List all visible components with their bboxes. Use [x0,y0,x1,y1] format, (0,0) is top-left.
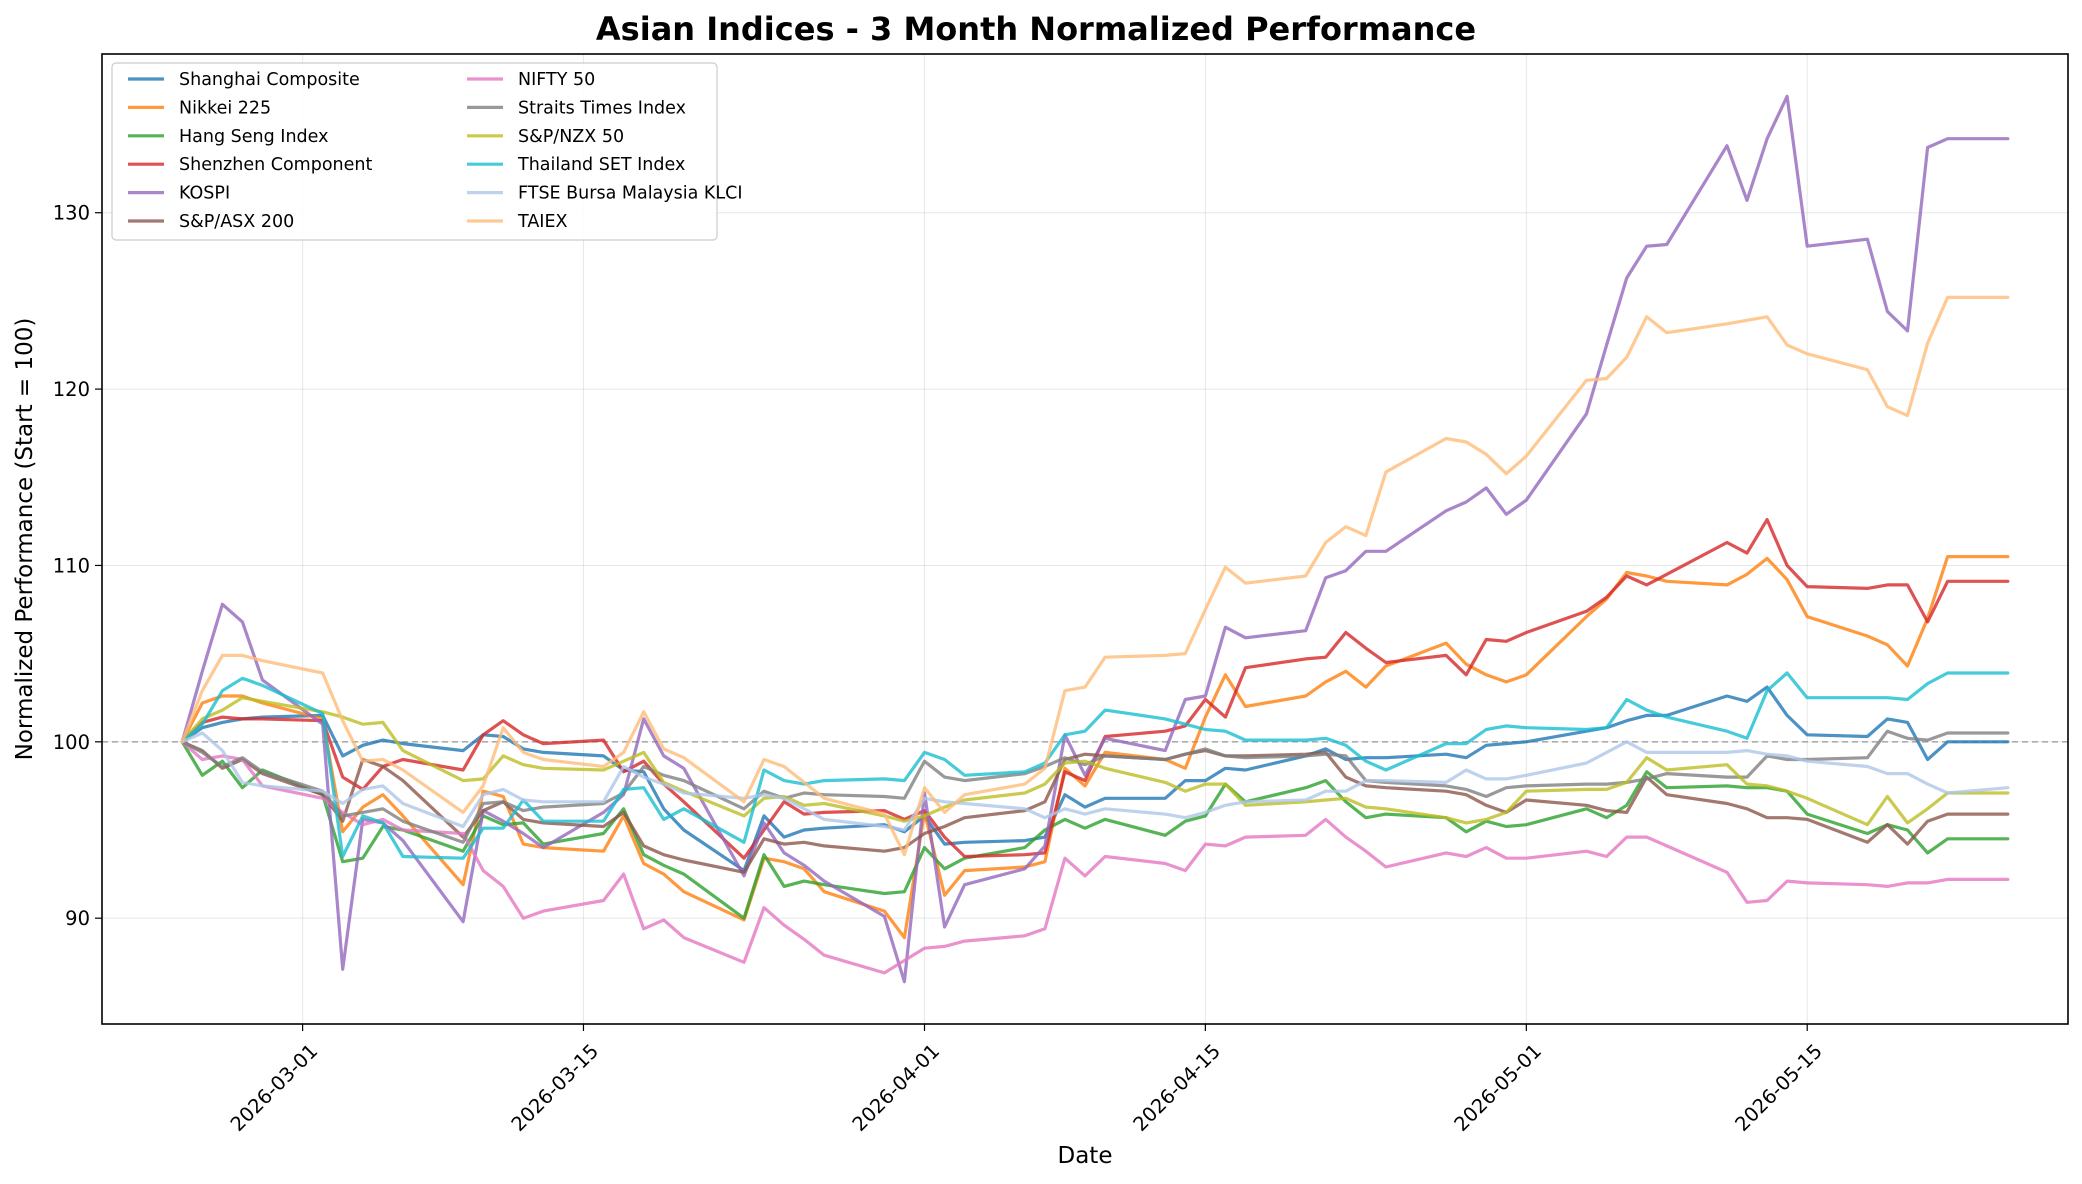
legend-label-ftse-bursa-malaysia-klci: FTSE Bursa Malaysia KLCI [518,184,743,204]
series-line-ftse-bursa-malaysia-klci [180,731,2010,832]
y-tick-label: 110 [53,554,90,577]
y-axis-label: Normalized Performance (Start = 100) [12,318,38,761]
series-line-s-p-nzx-50 [180,696,2010,827]
series-line-taiex [180,295,2010,857]
legend-label-s-p-nzx-50: S&P/NZX 50 [518,127,624,147]
y-tick-label: 100 [53,731,90,754]
y-tick-label: 120 [53,378,90,401]
legend-label-thailand-set-index: Thailand SET Index [517,155,685,175]
series-lines [180,94,2010,984]
chart-title: Asian Indices - 3 Month Normalized Perfo… [596,10,1476,48]
legend-box [111,62,718,241]
legend-label-s-p-asx-200: S&P/ASX 200 [179,212,294,232]
y-axis-ticks: 90 100 110 120 130 [53,202,102,930]
legend-label-shenzhen-component: Shenzhen Component [179,155,372,175]
y-tick-label: 90 [65,907,90,930]
series-line-kospi [180,94,2010,984]
legend-label-nifty-50: NIFTY 50 [518,70,595,90]
legend: Shanghai Composite Nikkei 225 Hang Seng In… [111,62,743,241]
legend-label-straits-times-index: Straits Times Index [518,98,686,118]
legend-label-kospi: KOSPI [179,184,230,204]
x-axis-label: Date [1058,1143,1113,1169]
series-line-shanghai-composite [180,685,2010,873]
series-line-s-p-asx-200 [180,740,2010,874]
legend-label-shanghai-composite: Shanghai Composite [179,70,360,90]
series-line-thailand-set-index [180,671,2010,860]
series-line-shenzhen-component [180,517,2010,860]
legend-label-hang-seng-index: Hang Seng Index [179,127,328,147]
plot-frame [101,53,2069,1025]
series-line-nifty-50 [180,740,2010,975]
legend-label-taiex: TAIEX [517,212,568,232]
y-tick-label: 130 [53,202,90,225]
grid [102,54,2068,1024]
legend-label-nikkei-225: Nikkei 225 [179,98,271,118]
